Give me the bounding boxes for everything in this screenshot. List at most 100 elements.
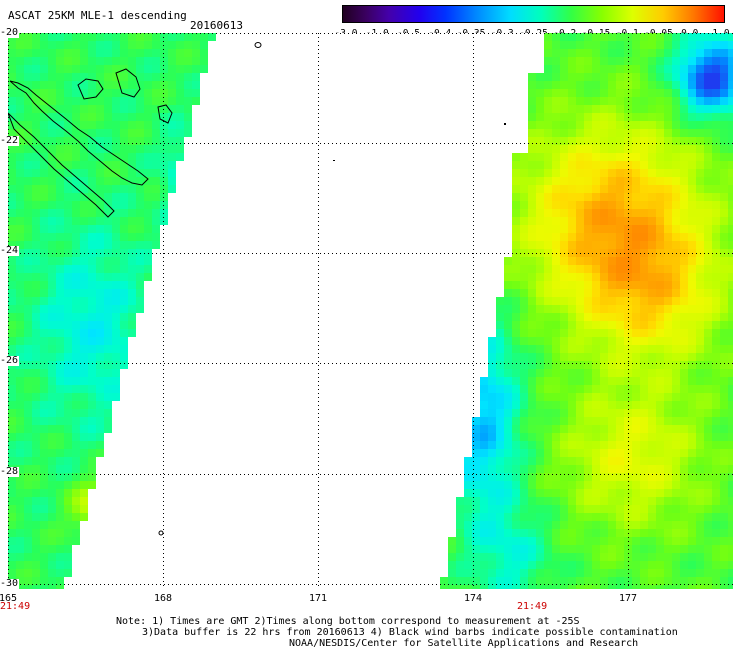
data-cell: [48, 121, 56, 129]
data-cell: [640, 465, 648, 473]
data-cell: [696, 521, 704, 529]
data-cell: [664, 153, 672, 161]
data-cell: [640, 585, 648, 589]
data-cell: [24, 65, 32, 73]
data-cell: [16, 169, 24, 177]
data-cell: [616, 313, 624, 321]
data-cell: [720, 537, 728, 545]
data-cell: [616, 89, 624, 97]
data-cell: [664, 145, 672, 153]
data-cell: [48, 297, 56, 305]
data-cell: [608, 113, 616, 121]
data-cell: [648, 569, 656, 577]
lon-label-165: 165: [0, 593, 18, 604]
data-cell: [568, 169, 576, 177]
data-cell: [592, 497, 600, 505]
data-cell: [48, 425, 56, 433]
data-cell: [528, 129, 536, 137]
data-cell: [664, 465, 672, 473]
data-cell: [592, 105, 600, 113]
data-cell: [104, 289, 112, 297]
data-cell: [88, 121, 96, 129]
data-cell: [552, 49, 560, 57]
data-cell: [48, 81, 56, 89]
data-cell: [16, 105, 24, 113]
data-cell: [56, 393, 64, 401]
data-cell: [16, 233, 24, 241]
data-cell: [512, 433, 520, 441]
data-cell: [720, 281, 728, 289]
data-cell: [600, 57, 608, 65]
data-cell: [584, 209, 592, 217]
data-cell: [528, 585, 536, 589]
data-cell: [176, 153, 184, 161]
data-cell: [720, 377, 728, 385]
data-cell: [144, 209, 152, 217]
data-cell: [104, 353, 112, 361]
data-cell: [704, 497, 712, 505]
data-cell: [528, 529, 536, 537]
data-cell: [616, 521, 624, 529]
data-cell: [664, 193, 672, 201]
data-cell: [592, 433, 600, 441]
data-cell: [560, 297, 568, 305]
data-cell: [56, 89, 64, 97]
data-cell: [528, 361, 536, 369]
data-cell: [576, 417, 584, 425]
data-cell: [712, 585, 720, 589]
data-cell: [544, 417, 552, 425]
data-cell: [480, 505, 488, 513]
data-cell: [72, 521, 80, 529]
data-cell: [584, 537, 592, 545]
data-cell: [72, 225, 80, 233]
data-cell: [720, 585, 728, 589]
data-cell: [600, 513, 608, 521]
lon-label-168: 168: [153, 593, 173, 604]
data-cell: [24, 345, 32, 353]
data-cell: [136, 305, 144, 313]
data-cell: [48, 161, 56, 169]
data-cell: [24, 585, 32, 589]
data-cell: [32, 529, 40, 537]
data-cell: [592, 281, 600, 289]
data-cell: [656, 329, 664, 337]
data-cell: [520, 289, 528, 297]
data-cell: [680, 161, 688, 169]
data-cell: [120, 177, 128, 185]
data-cell: [680, 321, 688, 329]
data-cell: [24, 185, 32, 193]
data-cell: [64, 417, 72, 425]
data-cell: [80, 161, 88, 169]
data-cell: [720, 489, 728, 497]
data-cell: [712, 81, 720, 89]
data-cell: [600, 153, 608, 161]
data-cell: [40, 385, 48, 393]
data-cell: [40, 337, 48, 345]
data-cell: [64, 449, 72, 457]
data-cell: [616, 225, 624, 233]
data-cell: [480, 465, 488, 473]
data-cell: [16, 489, 24, 497]
data-cell: [488, 545, 496, 553]
data-cell: [56, 553, 64, 561]
data-cell: [104, 409, 112, 417]
data-cell: [64, 49, 72, 57]
data-cell: [688, 185, 696, 193]
data-cell: [544, 97, 552, 105]
data-cell: [536, 169, 544, 177]
data-cell: [552, 169, 560, 177]
coastline-reef-west: [8, 112, 115, 218]
data-cell: [80, 225, 88, 233]
data-cell: [552, 481, 560, 489]
data-cell: [496, 305, 504, 313]
data-cell: [144, 257, 152, 265]
data-cell: [600, 481, 608, 489]
data-cell: [488, 521, 496, 529]
data-cell: [80, 513, 88, 521]
data-cell: [56, 529, 64, 537]
data-cell: [56, 569, 64, 577]
data-cell: [80, 177, 88, 185]
data-cell: [8, 409, 16, 417]
data-cell: [712, 161, 720, 169]
data-cell: [552, 113, 560, 121]
